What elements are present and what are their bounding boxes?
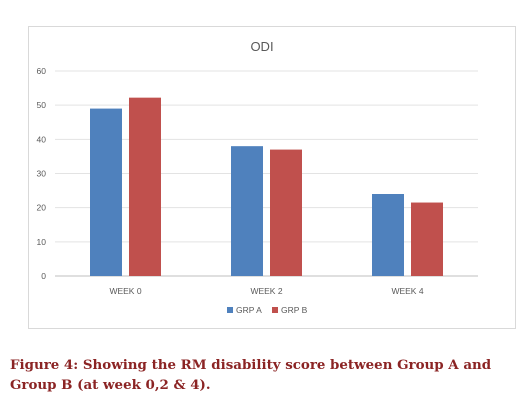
y-tick-label: 0	[41, 271, 46, 281]
bar-grp-a-week-4	[372, 194, 404, 276]
y-tick-label: 20	[37, 203, 47, 213]
x-tick-label: WEEK 0	[109, 286, 141, 296]
legend-label: GRP A	[236, 305, 262, 315]
y-tick-label: 30	[37, 169, 47, 179]
bar-grp-b-week-0	[129, 97, 161, 277]
bar-grp-b-week-4	[411, 202, 443, 276]
y-tick-label: 50	[37, 100, 47, 110]
y-tick-label: 60	[37, 66, 47, 76]
bar-grp-b-week-2	[270, 149, 302, 276]
bar-grp-a-week-0	[90, 108, 122, 276]
odi-bar-chart: ODI 0 10 20 30 40 50 60 WEEK 0 WEEK 2 WEEK 4 GRP…	[37, 39, 478, 315]
legend-label: GRP B	[281, 305, 308, 315]
figure-caption: Figure 4: Showing the RM disability scor…	[10, 357, 492, 393]
y-tick-label: 10	[37, 237, 47, 247]
legend-swatch	[227, 307, 233, 313]
x-tick-label: WEEK 4	[391, 286, 423, 296]
chart-title: ODI	[250, 39, 273, 54]
bar-grp-a-week-2	[231, 146, 263, 276]
legend-swatch	[272, 307, 278, 313]
y-tick-label: 40	[37, 134, 47, 144]
x-tick-label: WEEK 2	[250, 286, 282, 296]
